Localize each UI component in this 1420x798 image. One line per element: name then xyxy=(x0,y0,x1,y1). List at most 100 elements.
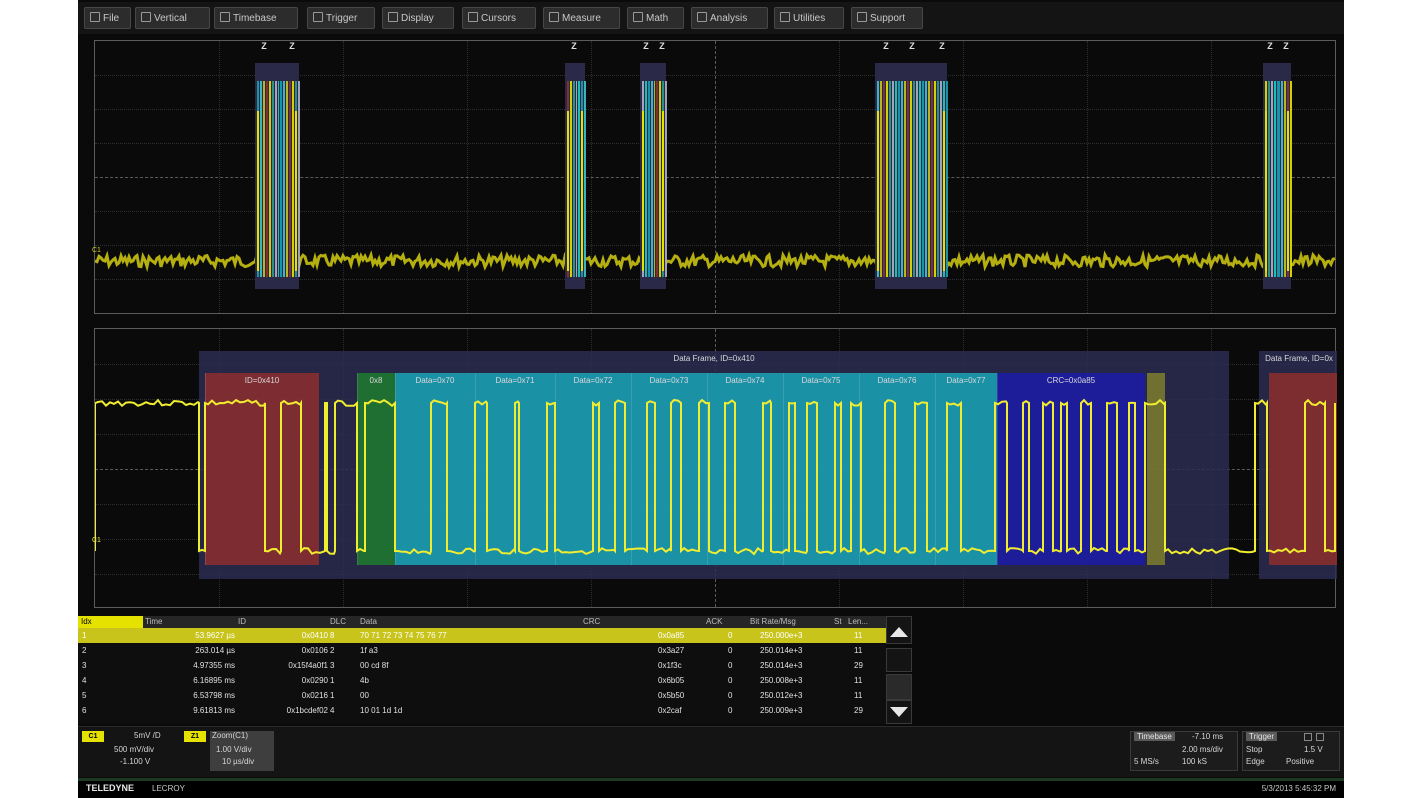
table-row[interactable]: 5 6.53798 ms 0x0216 1 00 0x5b50 0 250.012e+3 11 xyxy=(78,688,886,703)
menu-analysis[interactable]: Analysis xyxy=(691,7,768,29)
burst-tag[interactable]: Z xyxy=(571,41,577,51)
col-header-st[interactable]: St xyxy=(834,617,842,626)
table-row[interactable]: 2 263.014 µs 0x0106 2 1f a3 0x3a27 0 250.014e+3… xyxy=(78,643,886,658)
can-field-crc[interactable] xyxy=(997,373,1145,565)
col-header-data[interactable]: Data xyxy=(360,617,377,626)
table-scroll-thumb[interactable] xyxy=(886,674,912,700)
burst-stripe xyxy=(286,81,289,277)
can-field-dlc[interactable] xyxy=(357,373,395,565)
trigger-slope: Positive xyxy=(1286,757,1315,766)
burst-tag[interactable]: Z xyxy=(883,41,889,51)
table-row[interactable]: 6 9.61813 ms 0x1bcdef02 4 10 01 1d 1d 0x2caf 0… xyxy=(78,703,886,718)
burst-tag[interactable]: Z xyxy=(939,41,945,51)
cell-ack: 0 xyxy=(728,631,733,640)
menu-timebase[interactable]: Timebase xyxy=(214,7,298,29)
cell-time: 53.9627 µs xyxy=(195,631,235,640)
cell-id: 0x0106 xyxy=(301,646,328,655)
can-field-data[interactable] xyxy=(859,373,935,565)
z1-descriptor[interactable] xyxy=(210,731,274,771)
cell-id: 0x1bcdef02 xyxy=(286,706,328,715)
burst-stripe xyxy=(569,81,572,277)
cell-id: 0x0216 xyxy=(301,691,328,700)
cell-idx: 6 xyxy=(82,706,87,715)
packet-burst[interactable] xyxy=(1263,63,1291,289)
cell-dlc: 3 xyxy=(330,661,335,670)
timebase-icon xyxy=(220,12,230,22)
cell-data: 10 01 1d 1d xyxy=(360,706,403,715)
brand-logo: TELEDYNE xyxy=(86,783,135,793)
cell-dlc: 2 xyxy=(330,646,335,655)
menu-utilities[interactable]: Utilities xyxy=(774,7,844,29)
menu-support[interactable]: Support xyxy=(851,7,923,29)
z1-badge[interactable]: Z1 xyxy=(184,731,206,742)
trigger-label: Trigger xyxy=(1246,732,1278,741)
cell-crc: 0x3a27 xyxy=(658,646,685,655)
packet-burst[interactable] xyxy=(255,63,299,289)
menu-file[interactable]: File xyxy=(84,7,131,29)
can-field-data[interactable] xyxy=(631,373,707,565)
burst-tag[interactable]: Z xyxy=(659,41,665,51)
packet-burst[interactable] xyxy=(640,63,666,289)
burst-tag[interactable]: Z xyxy=(1283,41,1289,51)
cell-dlc: 1 xyxy=(330,676,335,685)
col-header-time[interactable]: Time xyxy=(145,617,163,626)
burst-stripe xyxy=(298,81,300,277)
burst-stripe xyxy=(584,81,586,277)
cell-time: 4.97355 ms xyxy=(193,661,235,670)
burst-tag[interactable]: Z xyxy=(261,41,267,51)
col-header-len[interactable]: Len... xyxy=(848,617,869,626)
col-header-ack[interactable]: ACK xyxy=(706,617,723,626)
menu-trigger[interactable]: Trigger xyxy=(307,7,375,29)
cell-ack: 0 xyxy=(728,676,733,685)
col-header-crc[interactable]: CRC xyxy=(583,617,601,626)
cell-rate: 250.014e+3 xyxy=(760,661,803,670)
burst-stripe xyxy=(916,81,918,277)
burst-stripe xyxy=(259,81,262,277)
cell-dlc: 1 xyxy=(330,691,335,700)
trigger-mode: Stop xyxy=(1246,745,1263,754)
burst-tag[interactable]: Z xyxy=(289,41,295,51)
arrow-up-icon xyxy=(890,627,908,637)
burst-envelope xyxy=(567,111,583,271)
menu-vertical[interactable]: Vertical xyxy=(135,7,210,29)
table-scroll-up-button[interactable] xyxy=(886,616,912,644)
cell-ack: 0 xyxy=(728,646,733,655)
can-field-data[interactable] xyxy=(935,373,997,565)
table-row[interactable]: 4 6.16895 ms 0x0290 1 4b 0x6b05 0 250.008e+3 11 xyxy=(78,673,886,688)
top-waveform-trace xyxy=(95,249,1336,273)
trigger-icon xyxy=(313,12,323,22)
col-header-bitrate[interactable]: Bit Rate/Msg xyxy=(750,617,796,626)
burst-tag[interactable]: Z xyxy=(643,41,649,51)
menu-measure[interactable]: Measure xyxy=(543,7,620,29)
col-header-idx[interactable]: Idx xyxy=(78,616,143,628)
can-field-label: Data=0x72 xyxy=(573,376,613,385)
menu-cursors[interactable]: Cursors xyxy=(462,7,536,29)
cell-data: 4b xyxy=(360,676,369,685)
table-row[interactable]: 3 4.97355 ms 0x15f4a0f1 3 00 cd 8f 0x1f3c 0 250… xyxy=(78,658,886,673)
cell-ack: 0 xyxy=(728,661,733,670)
menu-math[interactable]: Math xyxy=(627,7,684,29)
can-field-data[interactable] xyxy=(395,373,475,565)
col-header-id[interactable]: ID xyxy=(238,617,246,626)
menu-display[interactable]: Display xyxy=(382,7,454,29)
burst-envelope xyxy=(257,111,297,271)
c1-scale: 5mV /D xyxy=(134,731,161,740)
burst-tag[interactable]: Z xyxy=(909,41,915,51)
col-header-dlc[interactable]: DLC xyxy=(330,617,347,626)
cell-ack: 0 xyxy=(728,691,733,700)
status-bar: C1 5mV /D 500 mV/div -1.100 V Z1 Zoom(C1… xyxy=(78,726,1344,777)
burst-stripe xyxy=(283,81,286,277)
timebase-delay: -7.10 ms xyxy=(1192,732,1224,741)
c1-badge[interactable]: C1 xyxy=(82,731,104,742)
table-scroll-down-button[interactable] xyxy=(886,700,912,724)
cell-data: 70 71 72 73 74 75 76 77 xyxy=(360,631,447,640)
table-row[interactable]: 1 53.9627 µs 0x0410 8 70 71 72 73 74 75 76 7… xyxy=(78,628,886,643)
brand-sub: LECROY xyxy=(152,784,185,793)
burst-tag[interactable]: Z xyxy=(1267,41,1273,51)
burst-stripe xyxy=(1274,81,1277,277)
table-scroll-track[interactable] xyxy=(886,648,912,672)
burst-stripe xyxy=(910,81,912,277)
cell-idx: 3 xyxy=(82,661,87,670)
zoom-waveform-grid[interactable]: Data Frame, ID=0x410 Data Frame, ID=0x I… xyxy=(92,328,1337,608)
